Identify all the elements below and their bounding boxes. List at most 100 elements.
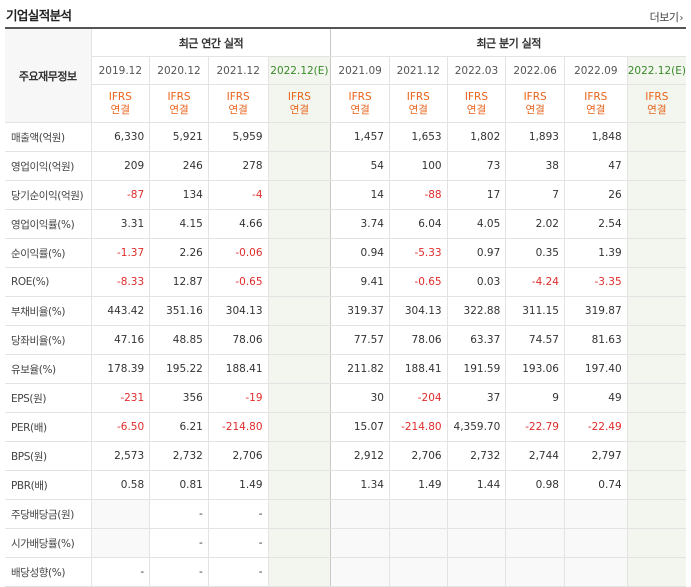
value-cell: 73 bbox=[446, 151, 506, 181]
period-header: 2022.12(E) bbox=[626, 56, 686, 85]
value-cell bbox=[626, 499, 686, 529]
value-cell bbox=[267, 528, 331, 558]
accounting-type: IFRS bbox=[226, 90, 250, 103]
value-cell: 1.34 bbox=[330, 470, 390, 500]
value-cell bbox=[626, 238, 686, 268]
value-cell bbox=[626, 470, 686, 500]
period-header: 2021.12 bbox=[207, 56, 269, 85]
more-link[interactable]: 더보기› bbox=[649, 9, 684, 25]
value-cell: 77.57 bbox=[330, 325, 390, 355]
value-cell: 311.15 bbox=[505, 296, 565, 326]
value-cell: - bbox=[149, 499, 209, 529]
value-cell: 304.13 bbox=[207, 296, 269, 326]
row-label: PBR(배) bbox=[5, 470, 91, 500]
value-cell: 2,912 bbox=[330, 441, 390, 471]
value-cell bbox=[267, 383, 331, 413]
value-cell: 63.37 bbox=[446, 325, 506, 355]
value-cell: 195.22 bbox=[149, 354, 209, 384]
value-cell: - bbox=[90, 557, 150, 587]
value-cell: 2.26 bbox=[149, 238, 209, 268]
period-header-row: 2019.12 2020.12 2021.12 2022.12(E) 2021.09 20… bbox=[5, 56, 686, 85]
value-cell: 15.07 bbox=[330, 412, 390, 442]
value-cell: - bbox=[149, 557, 209, 587]
more-label: 더보기 bbox=[649, 11, 679, 24]
value-cell: 0.58 bbox=[90, 470, 150, 500]
table-row: 당좌비율(%) 47.16 48.85 78.06 77.57 78.06 63.37 74.… bbox=[5, 325, 686, 355]
value-cell bbox=[446, 499, 506, 529]
value-cell bbox=[267, 441, 331, 471]
value-cell: 30 bbox=[330, 383, 390, 413]
accounting-type: IFRS bbox=[108, 90, 132, 103]
accounting-type: IFRS bbox=[406, 90, 430, 103]
value-cell: 1,848 bbox=[563, 122, 628, 152]
value-cell: 0.74 bbox=[563, 470, 628, 500]
value-cell: 6,330 bbox=[90, 122, 150, 152]
consolidation-basis: 연결 bbox=[228, 103, 248, 116]
value-cell bbox=[330, 557, 390, 587]
value-cell bbox=[267, 122, 331, 152]
value-cell: 2,797 bbox=[563, 441, 628, 471]
value-cell: 443.42 bbox=[90, 296, 150, 326]
value-cell bbox=[563, 557, 628, 587]
value-cell: -0.65 bbox=[388, 267, 448, 297]
basis-header: IFRS 연결 bbox=[626, 84, 686, 123]
value-cell: 4.05 bbox=[446, 209, 506, 239]
value-cell bbox=[388, 528, 448, 558]
row-label: 배당성향(%) bbox=[5, 557, 91, 587]
table-body: 매출액(억원) 6,330 5,921 5,959 1,457 1,653 1,802 1,8… bbox=[5, 122, 686, 587]
corner-label: 주요재무정보 bbox=[5, 28, 91, 123]
table-row: ROE(%) -8.33 12.87 -0.65 9.41 -0.65 0.03 -4.24-… bbox=[5, 267, 686, 297]
value-cell bbox=[563, 499, 628, 529]
value-cell: 14 bbox=[330, 180, 390, 210]
value-cell bbox=[267, 354, 331, 384]
value-cell: 319.37 bbox=[330, 296, 390, 326]
value-cell bbox=[626, 151, 686, 181]
value-cell: -87 bbox=[90, 180, 150, 210]
row-label: 유보율(%) bbox=[5, 354, 91, 384]
annual-group-header: 최근 연간 실적 bbox=[90, 28, 331, 57]
value-cell: 0.81 bbox=[149, 470, 209, 500]
row-label: EPS(원) bbox=[5, 383, 91, 413]
value-cell: -214.80 bbox=[207, 412, 269, 442]
value-cell: -8.33 bbox=[90, 267, 150, 297]
row-label: BPS(원) bbox=[5, 441, 91, 471]
table-row: 부채비율(%) 443.42 351.16 304.13 319.37 304.13 322… bbox=[5, 296, 686, 326]
value-cell: -0.06 bbox=[207, 238, 269, 268]
accounting-type: IFRS bbox=[287, 90, 311, 103]
value-cell: 3.31 bbox=[90, 209, 150, 239]
row-label: 시가배당률(%) bbox=[5, 528, 91, 558]
row-label: ROE(%) bbox=[5, 267, 91, 297]
accounting-type: IFRS bbox=[645, 90, 669, 103]
value-cell: 322.88 bbox=[446, 296, 506, 326]
value-cell: 47.16 bbox=[90, 325, 150, 355]
value-cell: - bbox=[207, 528, 269, 558]
value-cell: -88 bbox=[388, 180, 448, 210]
value-cell: 3.74 bbox=[330, 209, 390, 239]
table-row: 순이익률(%) -1.37 2.26 -0.06 0.94 -5.33 0.97 0.35 1.… bbox=[5, 238, 686, 268]
value-cell: 9.41 bbox=[330, 267, 390, 297]
period-header: 2021.12 bbox=[388, 56, 448, 85]
value-cell bbox=[505, 499, 565, 529]
value-cell bbox=[388, 499, 448, 529]
value-cell: 49 bbox=[563, 383, 628, 413]
value-cell bbox=[90, 528, 150, 558]
table-row: 유보율(%) 178.39 195.22 188.41 211.82 188.41 191.… bbox=[5, 354, 686, 384]
value-cell: 0.03 bbox=[446, 267, 506, 297]
value-cell: 47 bbox=[563, 151, 628, 181]
value-cell bbox=[626, 296, 686, 326]
row-label: PER(배) bbox=[5, 412, 91, 442]
basis-header-row: IFRS 연결 IFRS 연결 IFRS 연결 IFRS 연결 IFRS 연결 IFRS 연결 IFRS… bbox=[5, 84, 686, 123]
value-cell: 188.41 bbox=[388, 354, 448, 384]
value-cell: -6.50 bbox=[90, 412, 150, 442]
value-cell: 4.15 bbox=[149, 209, 209, 239]
value-cell: -19 bbox=[207, 383, 269, 413]
value-cell bbox=[267, 499, 331, 529]
value-cell: 100 bbox=[388, 151, 448, 181]
value-cell bbox=[267, 412, 331, 442]
basis-header: IFRS 연결 bbox=[267, 84, 331, 123]
consolidation-basis: 연결 bbox=[169, 103, 189, 116]
value-cell: 4,359.70 bbox=[446, 412, 506, 442]
accounting-type: IFRS bbox=[464, 90, 488, 103]
value-cell: 1,457 bbox=[330, 122, 390, 152]
row-label: 영업이익률(%) bbox=[5, 209, 91, 239]
